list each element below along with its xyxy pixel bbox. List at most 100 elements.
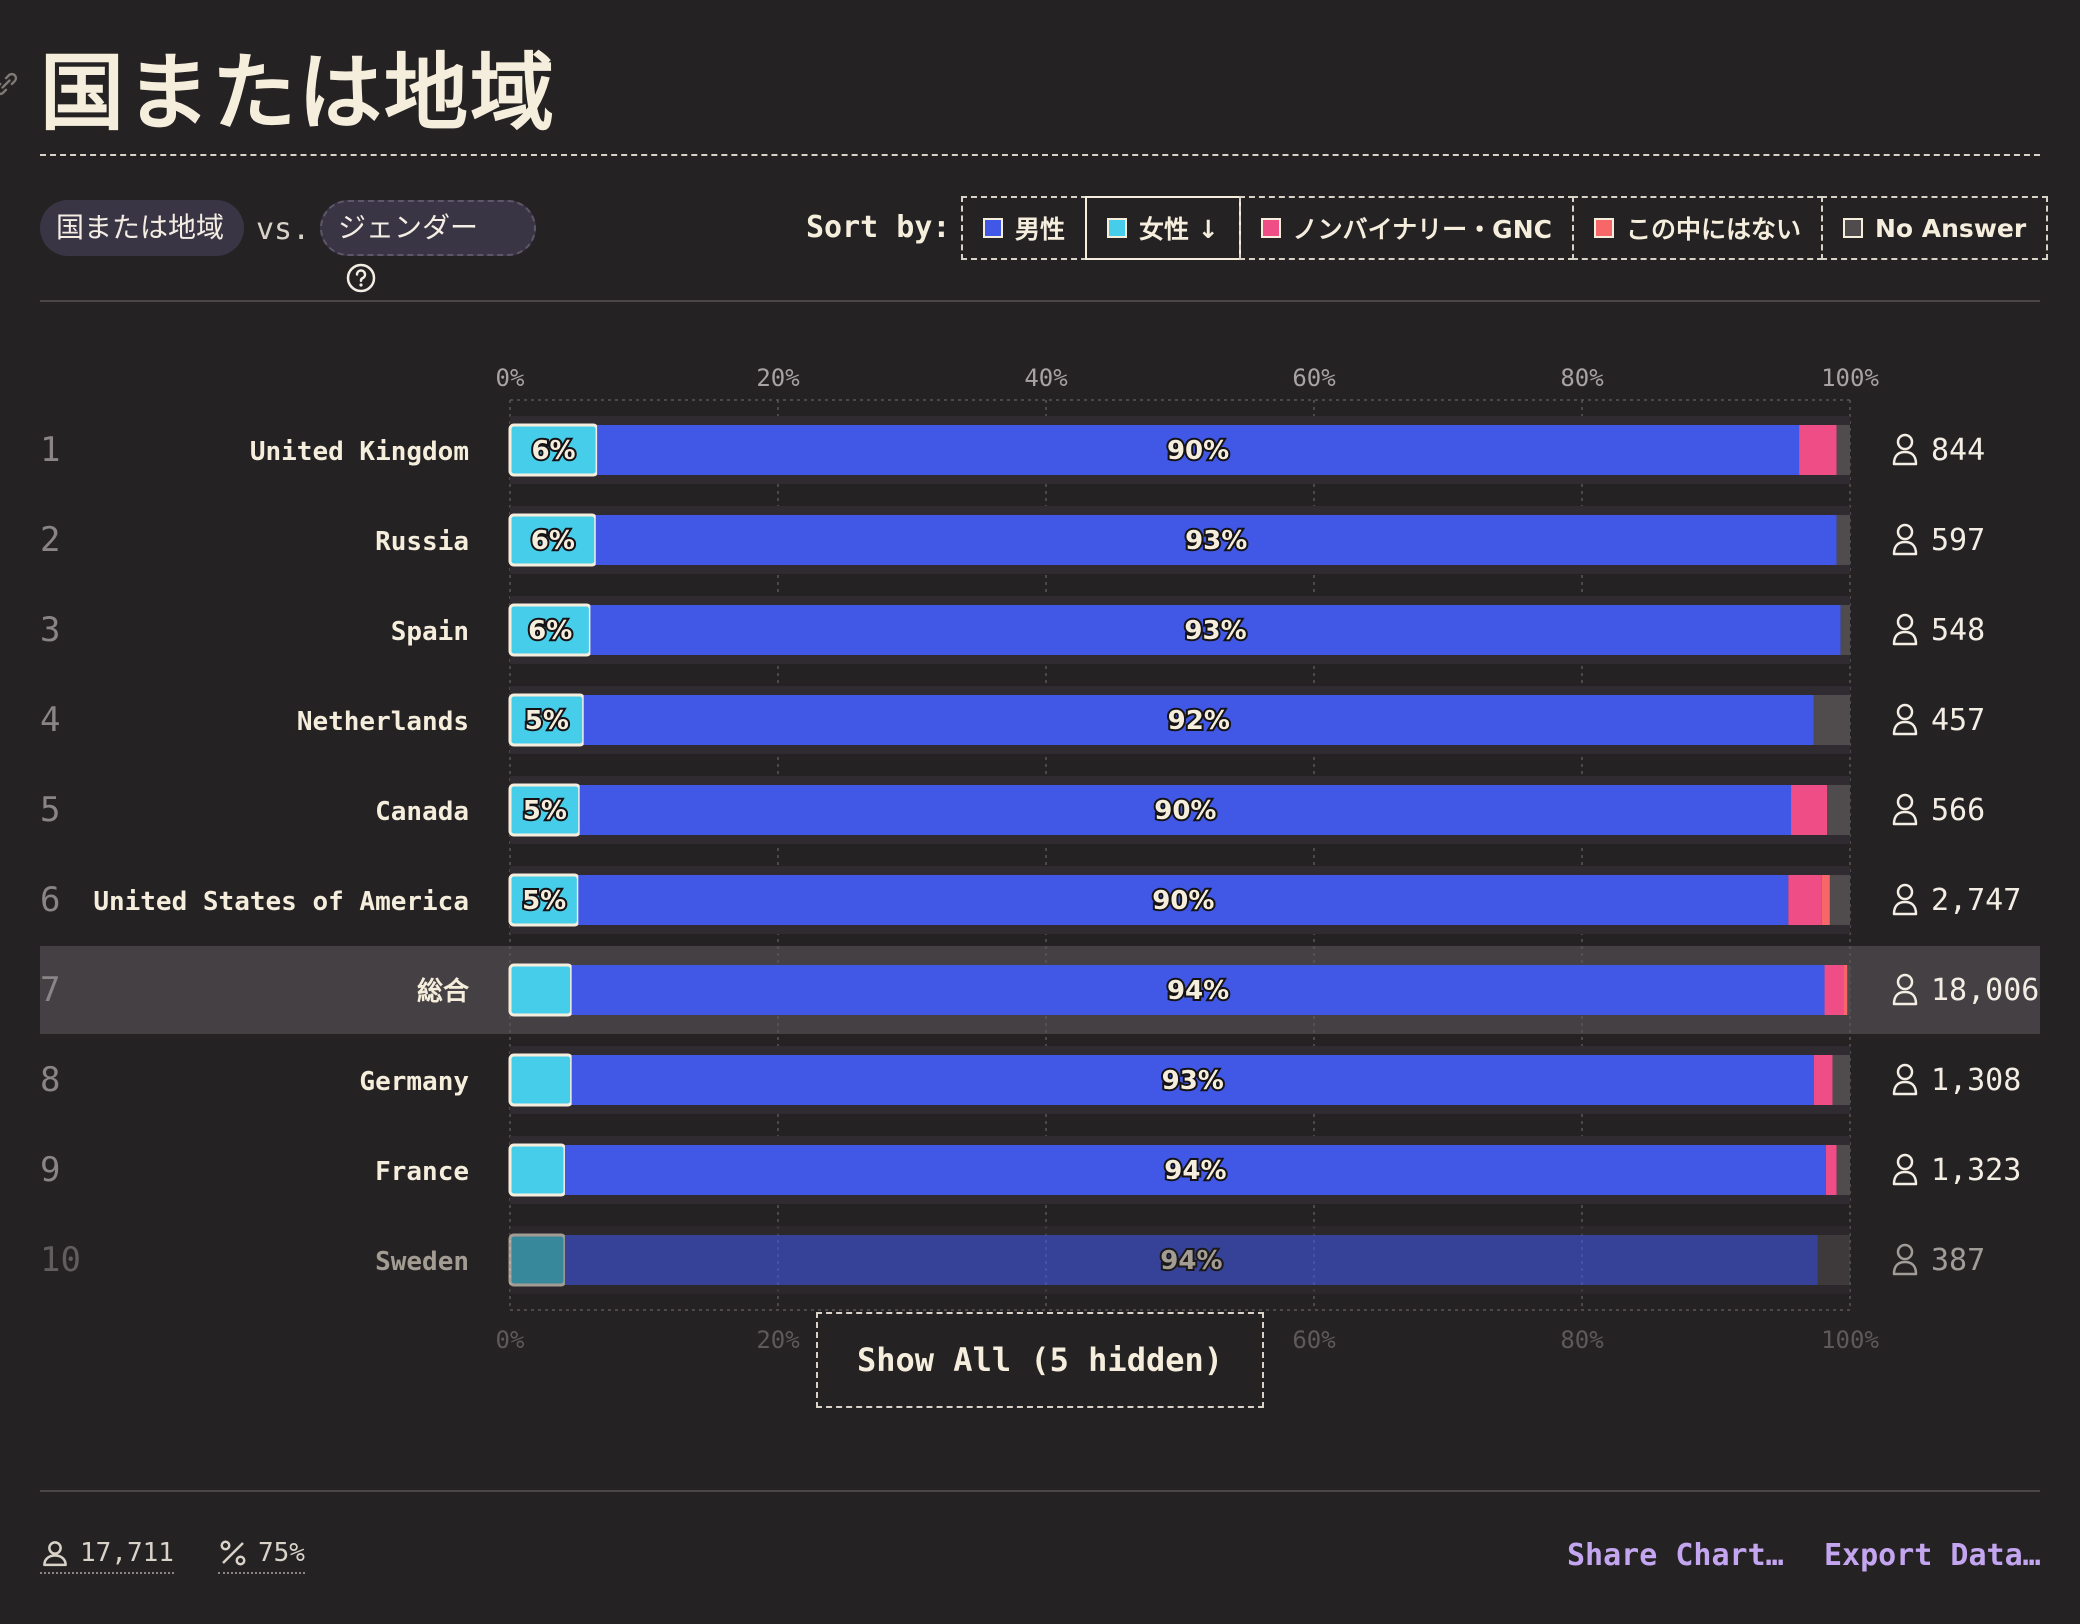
data-label: 93% (1184, 616, 1246, 646)
person-icon (1892, 810, 1918, 826)
bar-segment (1799, 425, 1837, 475)
bar-segment (595, 515, 1837, 565)
data-label: 90% (1152, 886, 1214, 916)
person-icon (1896, 703, 1914, 721)
data-label: 5% (525, 706, 569, 736)
category-label: Canada (375, 797, 469, 827)
female-swatch (1107, 218, 1128, 238)
show-all-button[interactable]: Show All (5 hidden) (816, 1312, 1264, 1408)
category-label: 総合 (417, 976, 470, 1007)
bar-segment (578, 875, 1789, 925)
person-icon (1892, 990, 1918, 1006)
bar-row[interactable]: 6 United States of America 5% 90% 2,747 (40, 866, 2021, 934)
sort-nonbinary-button[interactable]: ノンバイナリー・GNC (1238, 196, 1574, 260)
bar-segment (590, 605, 1841, 655)
x-tick-label-bottom: 20% (756, 1326, 800, 1354)
bar-row[interactable]: 4 Netherlands 5% 92% 457 (40, 686, 1985, 754)
bar-row[interactable]: 10 Sweden 94% 387 (40, 1226, 1985, 1294)
sort-none-of-these-button[interactable]: この中にはない (1571, 196, 1823, 260)
sort-no-answer-button[interactable]: No Answer (1820, 196, 2049, 260)
rank-label: 4 (40, 700, 60, 740)
rank-label: 8 (40, 1060, 60, 1100)
person-icon (1892, 1080, 1918, 1096)
percent-icon (220, 1540, 246, 1566)
data-label: 94% (1167, 976, 1229, 1006)
link-icon[interactable] (0, 70, 20, 98)
bar-segment (1821, 875, 1830, 925)
percent-answered-value: 75% (258, 1538, 305, 1568)
bar-row[interactable]: 1 United Kingdom 6% 90% 844 (40, 416, 1985, 484)
male-swatch (983, 218, 1003, 238)
sort-by-label: Sort by: (806, 210, 951, 245)
data-label: 94% (1164, 1156, 1226, 1186)
respondent-total[interactable]: 17,711 (40, 1538, 174, 1574)
bar-segment (1840, 605, 1850, 655)
bar-segment (1827, 785, 1850, 835)
rank-label: 7 (40, 970, 60, 1010)
bar-segment (1791, 785, 1828, 835)
respondent-count: 457 (1931, 703, 1985, 738)
person-icon (1896, 793, 1914, 811)
bar-segment (1817, 1235, 1850, 1285)
person-icon (1896, 523, 1914, 541)
respondent-count: 387 (1931, 1243, 1985, 1278)
bar-segment (571, 1055, 1814, 1105)
x-tick-label-bottom: 100% (1821, 1326, 1879, 1354)
footer-divider (40, 1490, 2040, 1492)
respondent-count: 18,006 (1931, 973, 2039, 1008)
bar-segment (1813, 1055, 1833, 1105)
percent-answered[interactable]: 75% (218, 1538, 305, 1574)
x-tick-label-bottom: 60% (1292, 1326, 1336, 1354)
category-label: Germany (359, 1067, 469, 1097)
person-icon (1892, 900, 1918, 916)
person-icon (1892, 1260, 1918, 1276)
bar-row[interactable]: 7 総合 94% 18,006 (40, 963, 2039, 1017)
controls-divider (40, 300, 2040, 302)
rank-label: 5 (40, 790, 60, 830)
x-tick-label-bottom: 0% (496, 1326, 525, 1354)
bar-segment (1829, 875, 1850, 925)
share-chart-link[interactable]: Share Chart… (1567, 1538, 1784, 1573)
bar-segment (508, 873, 580, 927)
x-tick-label-top: 40% (1024, 364, 1068, 392)
stacked-bar-chart: 0%0%20%20%40%40%60%60%80%80%100%100%1Uni… (40, 364, 2040, 1354)
dimension-a-selector[interactable]: 国または地域 (40, 200, 244, 256)
export-data-link[interactable]: Export Data… (1824, 1538, 2041, 1573)
x-tick-label-top: 80% (1560, 364, 1604, 392)
person-icon (1896, 433, 1914, 451)
bar-segment (1836, 1145, 1850, 1195)
rank-label: 3 (40, 610, 60, 650)
person-icon (1892, 720, 1918, 736)
rank-label: 2 (40, 520, 60, 560)
category-label: United States of America (93, 887, 469, 917)
respondent-count: 1,308 (1931, 1063, 2021, 1098)
bar-row[interactable]: 9 France 94% 1,323 (40, 1136, 2021, 1204)
rank-label: 10 (40, 1240, 81, 1280)
dimension-b-selector[interactable]: ジェンダー (320, 200, 536, 293)
data-label: 6% (531, 436, 575, 466)
bar-row[interactable]: 3 Spain 6% 93% 548 (40, 596, 1985, 664)
sort-female-button[interactable]: 女性 ↓ (1085, 196, 1241, 260)
nonbinary-swatch (1260, 218, 1281, 238)
bar-segment (508, 963, 574, 1017)
person-icon (1896, 973, 1914, 991)
bar-segment (508, 1053, 574, 1107)
person-icon (1892, 1170, 1918, 1186)
vs-label: vs. (256, 212, 311, 247)
data-label: 93% (1185, 526, 1247, 556)
bar-row[interactable]: 8 Germany 93% 1,308 (40, 1046, 2021, 1114)
person-icon (1892, 450, 1918, 466)
bar-row[interactable]: 5 Canada 5% 90% 566 (40, 776, 1985, 844)
bar-segment (1813, 695, 1850, 745)
bar-segment (1836, 515, 1850, 565)
bar-row[interactable]: 2 Russia 6% 93% 597 (40, 506, 1985, 574)
data-label: 93% (1162, 1066, 1224, 1096)
data-label: 6% (531, 526, 575, 556)
dimension-b-label: ジェンダー (338, 211, 479, 244)
category-label: Netherlands (297, 707, 469, 737)
help-icon[interactable] (346, 263, 376, 293)
person-icon (1896, 613, 1914, 631)
bar-segment (1843, 965, 1848, 1015)
x-tick-label-top: 100% (1821, 364, 1879, 392)
category-label: Russia (375, 527, 469, 557)
